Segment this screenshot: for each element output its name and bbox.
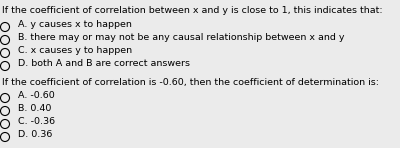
- Text: C. -0.36: C. -0.36: [18, 117, 55, 126]
- Text: If the coefficient of correlation is -0.60, then the coefficient of determinatio: If the coefficient of correlation is -0.…: [2, 78, 379, 87]
- Text: C. x causes y to happen: C. x causes y to happen: [18, 46, 132, 55]
- Text: B. there may or may not be any causal relationship between x and y: B. there may or may not be any causal re…: [18, 33, 344, 42]
- Text: A. -0.60: A. -0.60: [18, 91, 55, 100]
- Text: D. 0.36: D. 0.36: [18, 130, 52, 139]
- Text: D. both A and B are correct answers: D. both A and B are correct answers: [18, 59, 190, 68]
- Text: B. 0.40: B. 0.40: [18, 104, 51, 113]
- Text: A. y causes x to happen: A. y causes x to happen: [18, 20, 132, 29]
- Text: If the coefficient of correlation between x and y is close to 1, this indicates : If the coefficient of correlation betwee…: [2, 6, 383, 15]
